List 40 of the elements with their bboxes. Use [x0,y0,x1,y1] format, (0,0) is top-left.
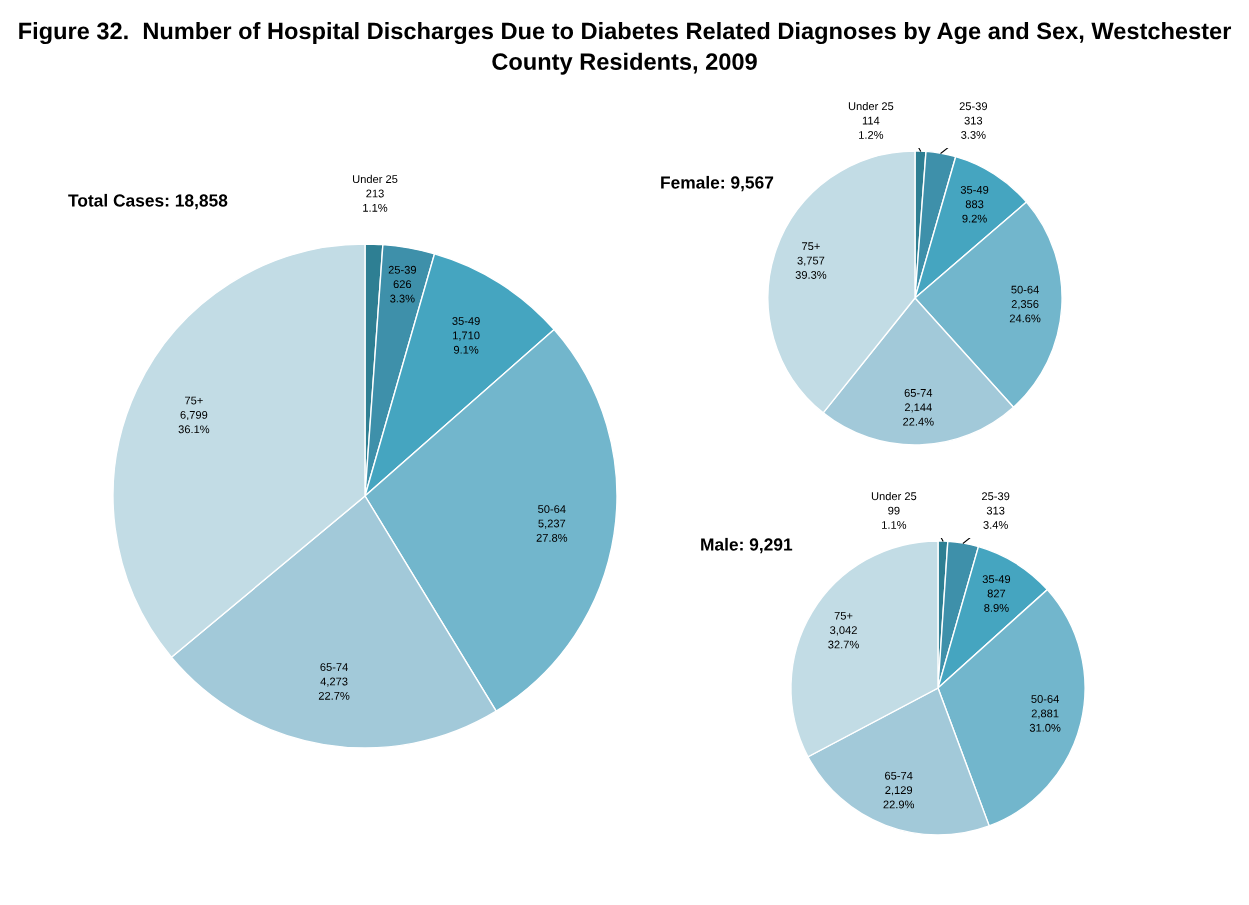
slice-label: 75+ [834,611,853,620]
data-label: 3,757 39.3% [795,256,827,279]
data-label: 1,710 9.1% [453,331,480,354]
data-label: 883 9.2% [962,200,987,223]
data-label: 5,237 27.8% [536,519,568,542]
data-label: 2,144 22.4% [903,403,934,426]
data-label: 313 3.4% [983,506,1008,529]
data-label: 213 1.1% [363,189,388,212]
data-label: 2,356 24.6% [1009,300,1041,323]
slice-label: 65-74 [885,771,913,780]
slice-label: 25-39 [959,102,988,111]
slice-label: 50-64 [1031,695,1059,703]
slice-label: 50-64 [1011,285,1039,294]
text: Male: 9,291 [701,537,793,554]
slice-label: 65-74 [320,663,348,672]
data-label: 6,799 36.1% [178,410,210,434]
slice-label: Under 25 [353,174,398,184]
text: Female: 9,567 [661,175,774,192]
slice-label: 25-39 [981,492,1010,501]
slice-label: 35-49 [452,317,480,325]
data-label: 99 1.1% [882,506,907,529]
slice-label: 75+ [185,396,203,405]
slice-label: 65-74 [904,388,933,397]
slice-label: 35-49 [982,575,1011,584]
slice-label: 75+ [802,242,820,251]
data-label: 626 3.3% [390,280,415,303]
data-label: 2,881 31.0% [1029,709,1061,732]
slice-label: Under 25 [871,491,917,501]
data-label: 313 3.3% [961,116,986,139]
data-label: 827 8.9% [984,589,1009,612]
text: Total Cases: 18,858 [68,193,228,210]
data-label: 2,129 22.9% [883,786,915,809]
slice-label: Under 25 [848,101,894,111]
slice-label: 50-64 [538,505,566,514]
chart-title: Figure 32. Number of Hospital Discharges Due to Diabetes Related Diagnoses by Age and Sex, Westchester County Residents, 2009 [19,22,1232,75]
data-label: 114 1.2% [859,116,884,139]
data-label: 3,042 32.7% [828,626,859,649]
slice-label: 25-39 [388,265,417,274]
slice-label: 35-49 [960,185,989,194]
data-label: 4,273 22.7% [318,677,350,700]
